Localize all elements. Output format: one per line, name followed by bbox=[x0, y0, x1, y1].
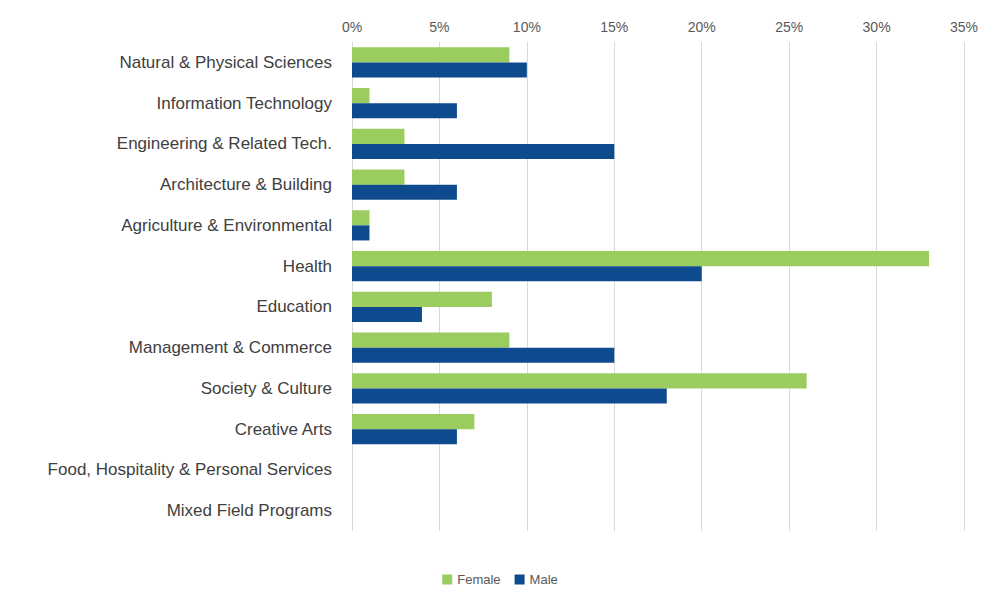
svg-text:30%: 30% bbox=[863, 19, 891, 35]
svg-text:Information Technology: Information Technology bbox=[157, 94, 333, 113]
svg-text:10%: 10% bbox=[513, 19, 541, 35]
svg-text:Architecture & Building: Architecture & Building bbox=[160, 175, 332, 194]
svg-text:Education: Education bbox=[256, 297, 332, 316]
svg-text:Management & Commerce: Management & Commerce bbox=[129, 338, 332, 357]
svg-text:Agriculture & Environmental: Agriculture & Environmental bbox=[121, 216, 332, 235]
svg-text:Male: Male bbox=[530, 572, 558, 587]
svg-text:0%: 0% bbox=[342, 19, 362, 35]
svg-text:15%: 15% bbox=[600, 19, 628, 35]
svg-text:Creative Arts: Creative Arts bbox=[235, 420, 332, 439]
svg-text:Female: Female bbox=[457, 572, 500, 587]
svg-text:Natural & Physical Sciences: Natural & Physical Sciences bbox=[119, 53, 332, 72]
svg-text:Society & Culture: Society & Culture bbox=[201, 379, 332, 398]
svg-text:Food, Hospitality & Personal S: Food, Hospitality & Personal Services bbox=[48, 460, 332, 479]
svg-text:Health: Health bbox=[283, 257, 332, 276]
svg-text:20%: 20% bbox=[688, 19, 716, 35]
svg-text:35%: 35% bbox=[950, 19, 978, 35]
svg-text:Engineering & Related Tech.: Engineering & Related Tech. bbox=[117, 134, 332, 153]
svg-text:Mixed Field Programs: Mixed Field Programs bbox=[167, 501, 332, 520]
svg-text:5%: 5% bbox=[429, 19, 449, 35]
svg-text:25%: 25% bbox=[775, 19, 803, 35]
